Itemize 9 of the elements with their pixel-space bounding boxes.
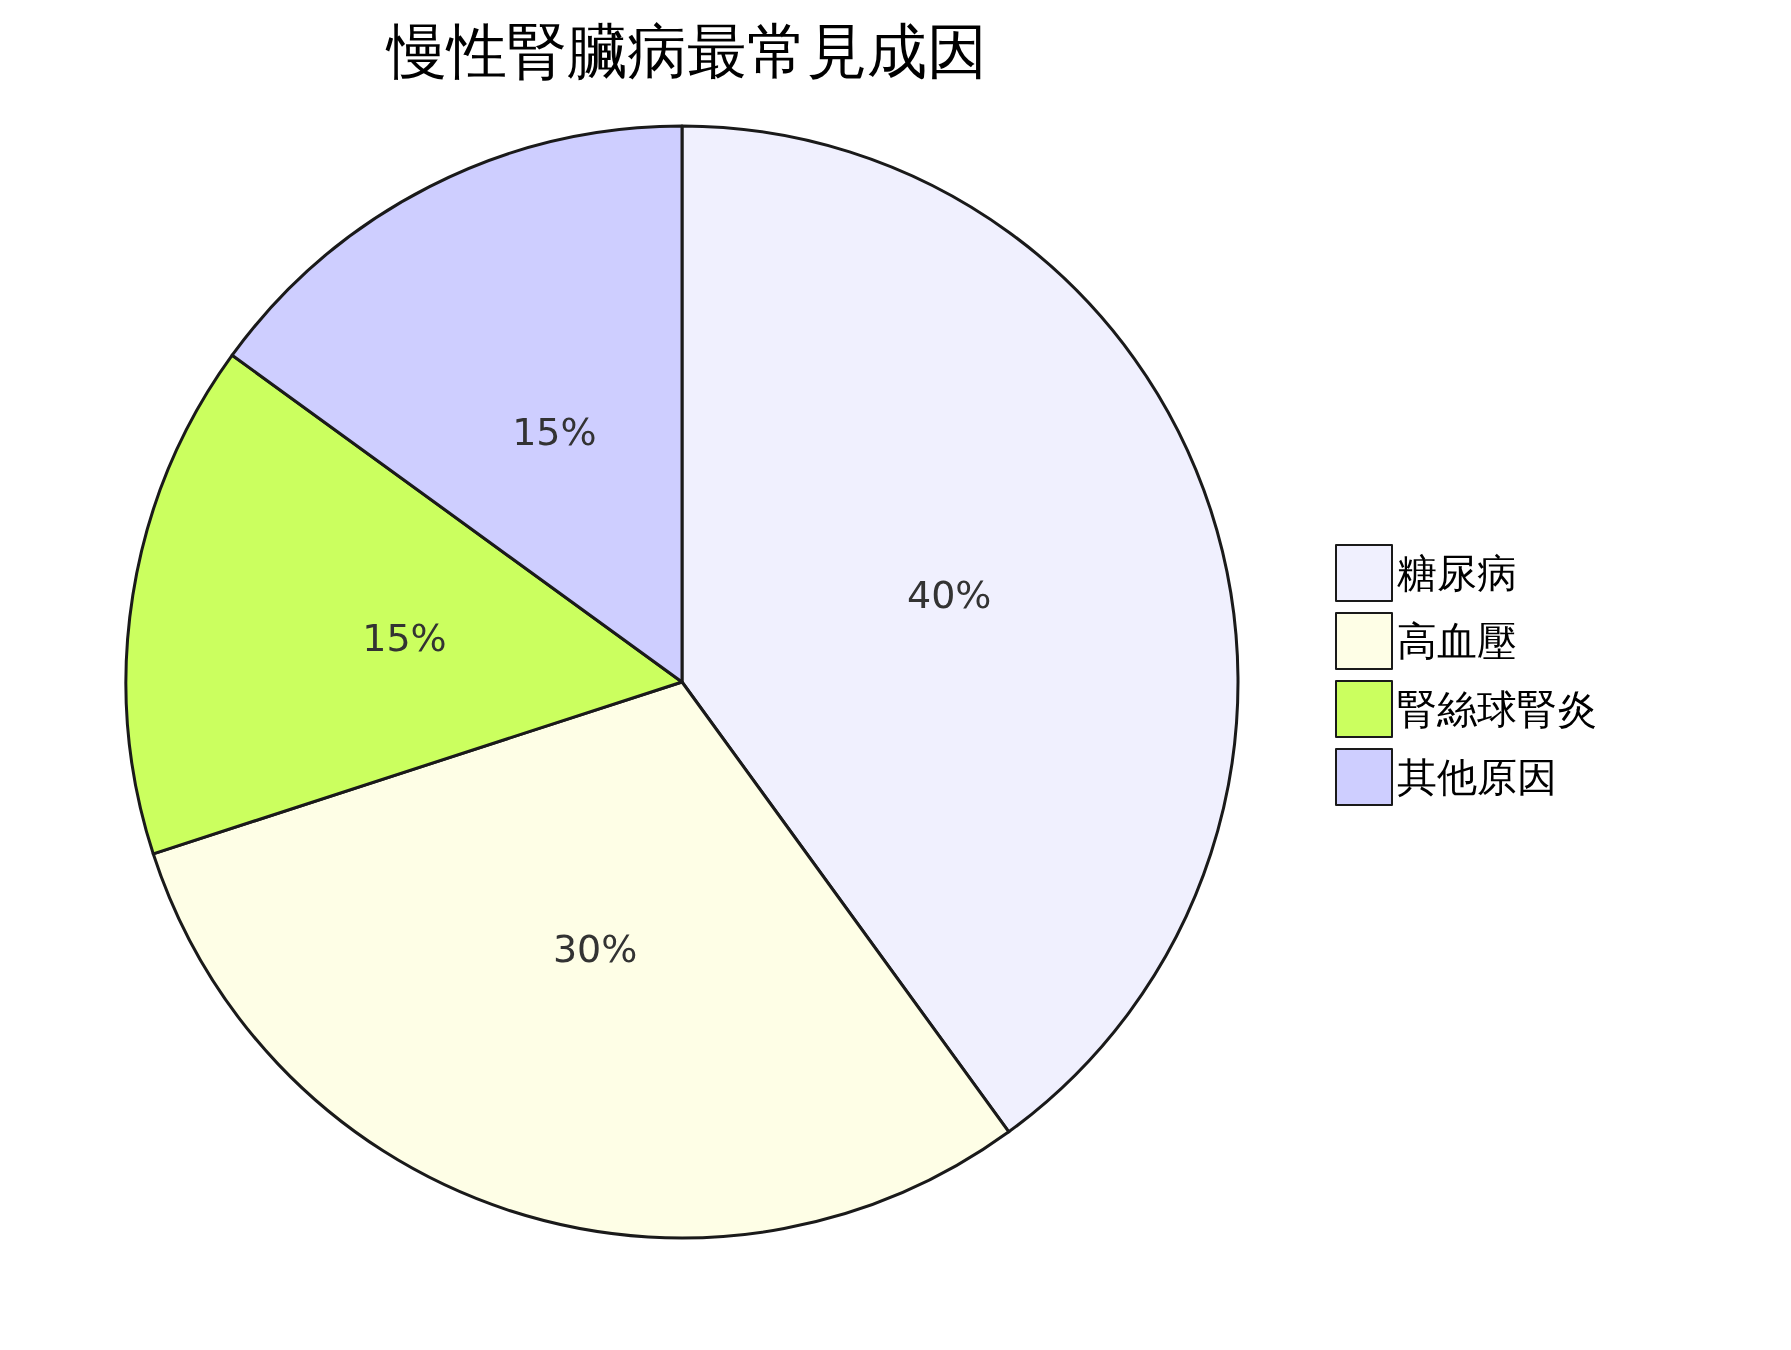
data-label: 30% xyxy=(552,927,638,972)
data-label: 40% xyxy=(907,573,992,618)
chart-title: 慢性腎臟病最常見成因 xyxy=(385,16,987,86)
data-label: 15% xyxy=(362,616,447,661)
legend-label: 腎絲球腎炎 xyxy=(1397,686,1597,732)
legend-label: 糖尿病 xyxy=(1397,550,1517,596)
legend-label: 其他原因 xyxy=(1397,754,1557,800)
legend-label: 高血壓 xyxy=(1397,618,1517,664)
data-label: 15% xyxy=(512,409,597,454)
